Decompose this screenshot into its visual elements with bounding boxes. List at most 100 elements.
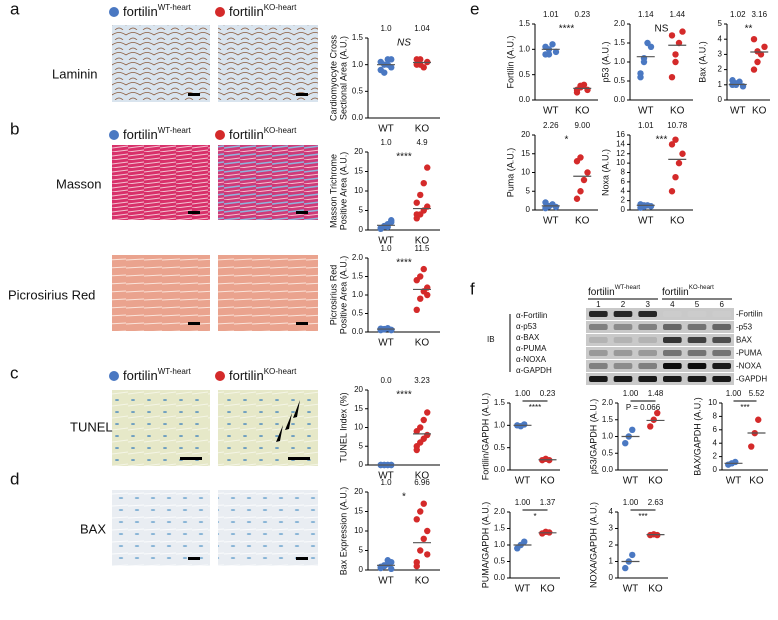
point xyxy=(668,74,676,81)
value-label: 1.00 xyxy=(515,389,531,398)
y-axis-label: Picrosirius Red xyxy=(328,265,338,326)
band xyxy=(589,324,608,330)
x-tick-label: KO xyxy=(415,236,430,247)
y-tick-label: 0.0 xyxy=(614,95,626,104)
significance: * xyxy=(402,492,406,503)
point xyxy=(420,180,427,187)
legend-sup: WT-heart xyxy=(158,367,192,376)
point xyxy=(622,564,629,572)
band xyxy=(589,337,608,343)
point xyxy=(573,89,581,96)
point xyxy=(424,551,431,558)
lane-label: 5 xyxy=(695,300,700,309)
point xyxy=(424,409,431,416)
legend-sup: WT-heart xyxy=(158,3,192,12)
micrograph xyxy=(218,145,318,220)
x-tick-label: KO xyxy=(415,124,430,135)
y-tick-label: 3 xyxy=(609,524,614,533)
antibody: α-PUMA xyxy=(516,344,547,353)
band xyxy=(589,363,608,369)
y-tick-label: 0.0 xyxy=(352,113,364,122)
x-tick-label: KO xyxy=(415,576,430,587)
point xyxy=(650,416,657,423)
point xyxy=(729,77,736,84)
y-tick-label: 0.0 xyxy=(494,573,506,582)
point xyxy=(675,159,683,167)
band xyxy=(638,350,657,356)
point xyxy=(668,141,676,148)
blot-strip xyxy=(586,334,734,346)
band xyxy=(687,311,707,317)
value-label: 4.9 xyxy=(416,138,428,147)
blot-group: fortilinWT-heart xyxy=(588,284,640,298)
significance: NS xyxy=(655,24,669,35)
y-tick-label: 0.0 xyxy=(352,327,364,336)
y-axis-label: p53 (A.U.) xyxy=(600,41,610,82)
point xyxy=(750,66,758,73)
point xyxy=(521,421,528,428)
y-tick-label: 2 xyxy=(718,65,723,74)
band xyxy=(663,350,682,356)
y-tick-label: 1.0 xyxy=(494,420,506,429)
y-tick-label: 0 xyxy=(359,460,364,469)
significance: *** xyxy=(740,403,749,412)
point xyxy=(549,41,556,48)
y-tick-label: 14 xyxy=(616,139,625,148)
value-label: 11.5 xyxy=(415,244,431,253)
y-tick-label: 20 xyxy=(354,487,363,496)
y-tick-label: 2.0 xyxy=(614,19,626,28)
y-axis-label: Noxa (A.U.) xyxy=(600,149,610,196)
y-axis-label: Fortilin (A.U.) xyxy=(505,35,515,88)
legend-sup: KO-heart xyxy=(264,3,297,12)
y-tick-label: 4 xyxy=(609,507,614,516)
band xyxy=(613,350,633,356)
point xyxy=(754,58,761,66)
micrograph xyxy=(112,25,210,102)
point xyxy=(580,176,588,184)
point xyxy=(761,43,768,50)
band xyxy=(712,311,731,317)
value-label: 2.63 xyxy=(648,498,664,507)
value-label: 1.04 xyxy=(414,24,430,33)
point xyxy=(542,43,549,50)
point xyxy=(672,58,679,66)
x-tick-label: WT xyxy=(378,471,394,482)
y-tick-label: 8 xyxy=(621,168,626,177)
x-tick-label: KO xyxy=(540,476,555,487)
legend-sup: KO-heart xyxy=(689,284,714,291)
band xyxy=(687,324,707,330)
y-axis-label: Positive Area (A.U.) xyxy=(338,152,348,231)
point xyxy=(629,551,636,559)
point xyxy=(750,36,758,43)
significance: NS xyxy=(397,38,411,49)
point xyxy=(577,154,584,161)
y-tick-label: 10 xyxy=(354,526,363,535)
y-tick-label: 8 xyxy=(713,412,718,421)
micrograph xyxy=(218,490,318,566)
y-tick-label: 0.5 xyxy=(352,309,364,318)
significance: * xyxy=(533,512,536,521)
value-label: 3.16 xyxy=(751,10,767,19)
x-tick-label: WT xyxy=(378,576,394,587)
point xyxy=(384,557,391,564)
row-label: BAX xyxy=(80,521,106,536)
legend-marker xyxy=(215,7,225,17)
legend-name: fortilin xyxy=(662,287,689,298)
value-label: 3.23 xyxy=(414,376,430,385)
value-label: 0.0 xyxy=(380,376,392,385)
x-tick-label: WT xyxy=(730,106,746,117)
blot-row-label: -GAPDH xyxy=(736,375,767,384)
legend-name: fortilin xyxy=(588,287,615,298)
panel-letter: d xyxy=(10,469,19,488)
y-tick-label: 1.0 xyxy=(352,290,364,299)
point xyxy=(417,295,424,302)
point xyxy=(420,416,427,424)
y-tick-label: 15 xyxy=(354,507,363,516)
y-tick-label: 0 xyxy=(526,205,531,214)
y-tick-label: 4 xyxy=(713,438,718,447)
row-label: TUNEL xyxy=(70,419,113,434)
point xyxy=(388,565,395,573)
point xyxy=(640,55,648,62)
y-tick-label: 1.5 xyxy=(352,33,364,42)
legend-marker xyxy=(109,7,119,17)
